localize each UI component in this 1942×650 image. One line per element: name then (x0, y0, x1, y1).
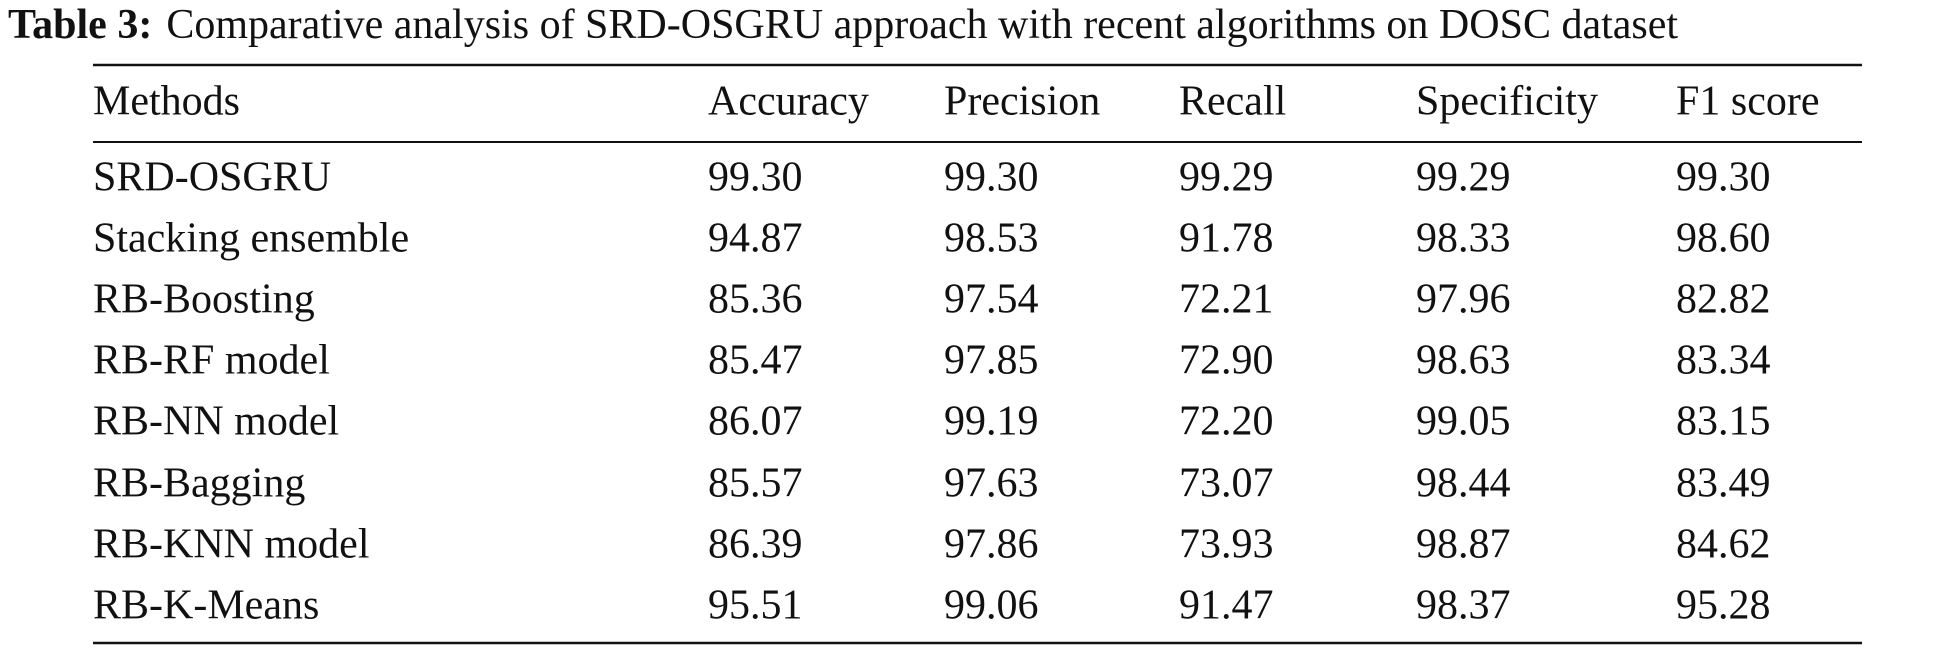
cell-value: 73.93 (1179, 522, 1274, 568)
column-header: Specificity (1416, 79, 1598, 125)
column-header: F1 score (1676, 79, 1819, 125)
cell-value: 99.30 (708, 155, 803, 201)
method-name: RB-Bagging (93, 461, 305, 507)
cell-value: 98.87 (1416, 522, 1511, 568)
cell-value: 94.87 (708, 216, 803, 262)
cell-value: 84.62 (1676, 522, 1771, 568)
caption-text: Comparative analysis of SRD-OSGRU approa… (166, 2, 1678, 48)
column-header: Methods (93, 79, 240, 125)
cell-value: 82.82 (1676, 277, 1771, 323)
cell-value: 99.19 (944, 399, 1039, 445)
cell-value: 98.53 (944, 216, 1039, 262)
method-name: RB-NN model (93, 399, 339, 445)
cell-value: 85.57 (708, 461, 803, 507)
cell-value: 99.29 (1179, 155, 1274, 201)
cell-value: 99.05 (1416, 399, 1511, 445)
cell-value: 99.06 (944, 583, 1039, 629)
method-name: RB-KNN model (93, 522, 370, 568)
cell-value: 97.63 (944, 461, 1039, 507)
cell-value: 98.60 (1676, 216, 1771, 262)
cell-value: 95.28 (1676, 583, 1771, 629)
cell-value: 98.37 (1416, 583, 1511, 629)
cell-value: 83.15 (1676, 399, 1771, 445)
method-name: Stacking ensemble (93, 216, 409, 262)
cell-value: 86.39 (708, 522, 803, 568)
cell-value: 72.21 (1179, 277, 1274, 323)
cell-value: 83.34 (1676, 338, 1771, 384)
cell-value: 85.36 (708, 277, 803, 323)
cell-value: 85.47 (708, 338, 803, 384)
method-name: SRD-OSGRU (93, 155, 331, 201)
cell-value: 99.29 (1416, 155, 1511, 201)
column-header: Precision (944, 79, 1100, 125)
method-name: RB-RF model (93, 338, 330, 384)
caption: Table 3: Comparative analysis of SRD-OSGR… (8, 2, 1678, 48)
cell-value: 97.86 (944, 522, 1039, 568)
cell-value: 97.54 (944, 277, 1039, 323)
cell-value: 97.85 (944, 338, 1039, 384)
cell-value: 98.44 (1416, 461, 1511, 507)
cell-value: 83.49 (1676, 461, 1771, 507)
cell-value: 98.33 (1416, 216, 1511, 262)
method-name: RB-Boosting (93, 277, 315, 323)
cell-value: 91.47 (1179, 583, 1274, 629)
cell-value: 72.90 (1179, 338, 1274, 384)
column-header: Accuracy (708, 79, 869, 125)
cell-value: 73.07 (1179, 461, 1274, 507)
cell-value: 91.78 (1179, 216, 1274, 262)
method-name: RB-K-Means (93, 583, 319, 629)
column-header: Recall (1179, 79, 1286, 125)
cell-value: 86.07 (708, 399, 803, 445)
cell-value: 99.30 (944, 155, 1039, 201)
cell-value: 95.51 (708, 583, 803, 629)
cell-value: 98.63 (1416, 338, 1511, 384)
cell-value: 97.96 (1416, 277, 1511, 323)
cell-value: 72.20 (1179, 399, 1274, 445)
caption-label: Table 3: (8, 2, 152, 48)
cell-value: 99.30 (1676, 155, 1771, 201)
